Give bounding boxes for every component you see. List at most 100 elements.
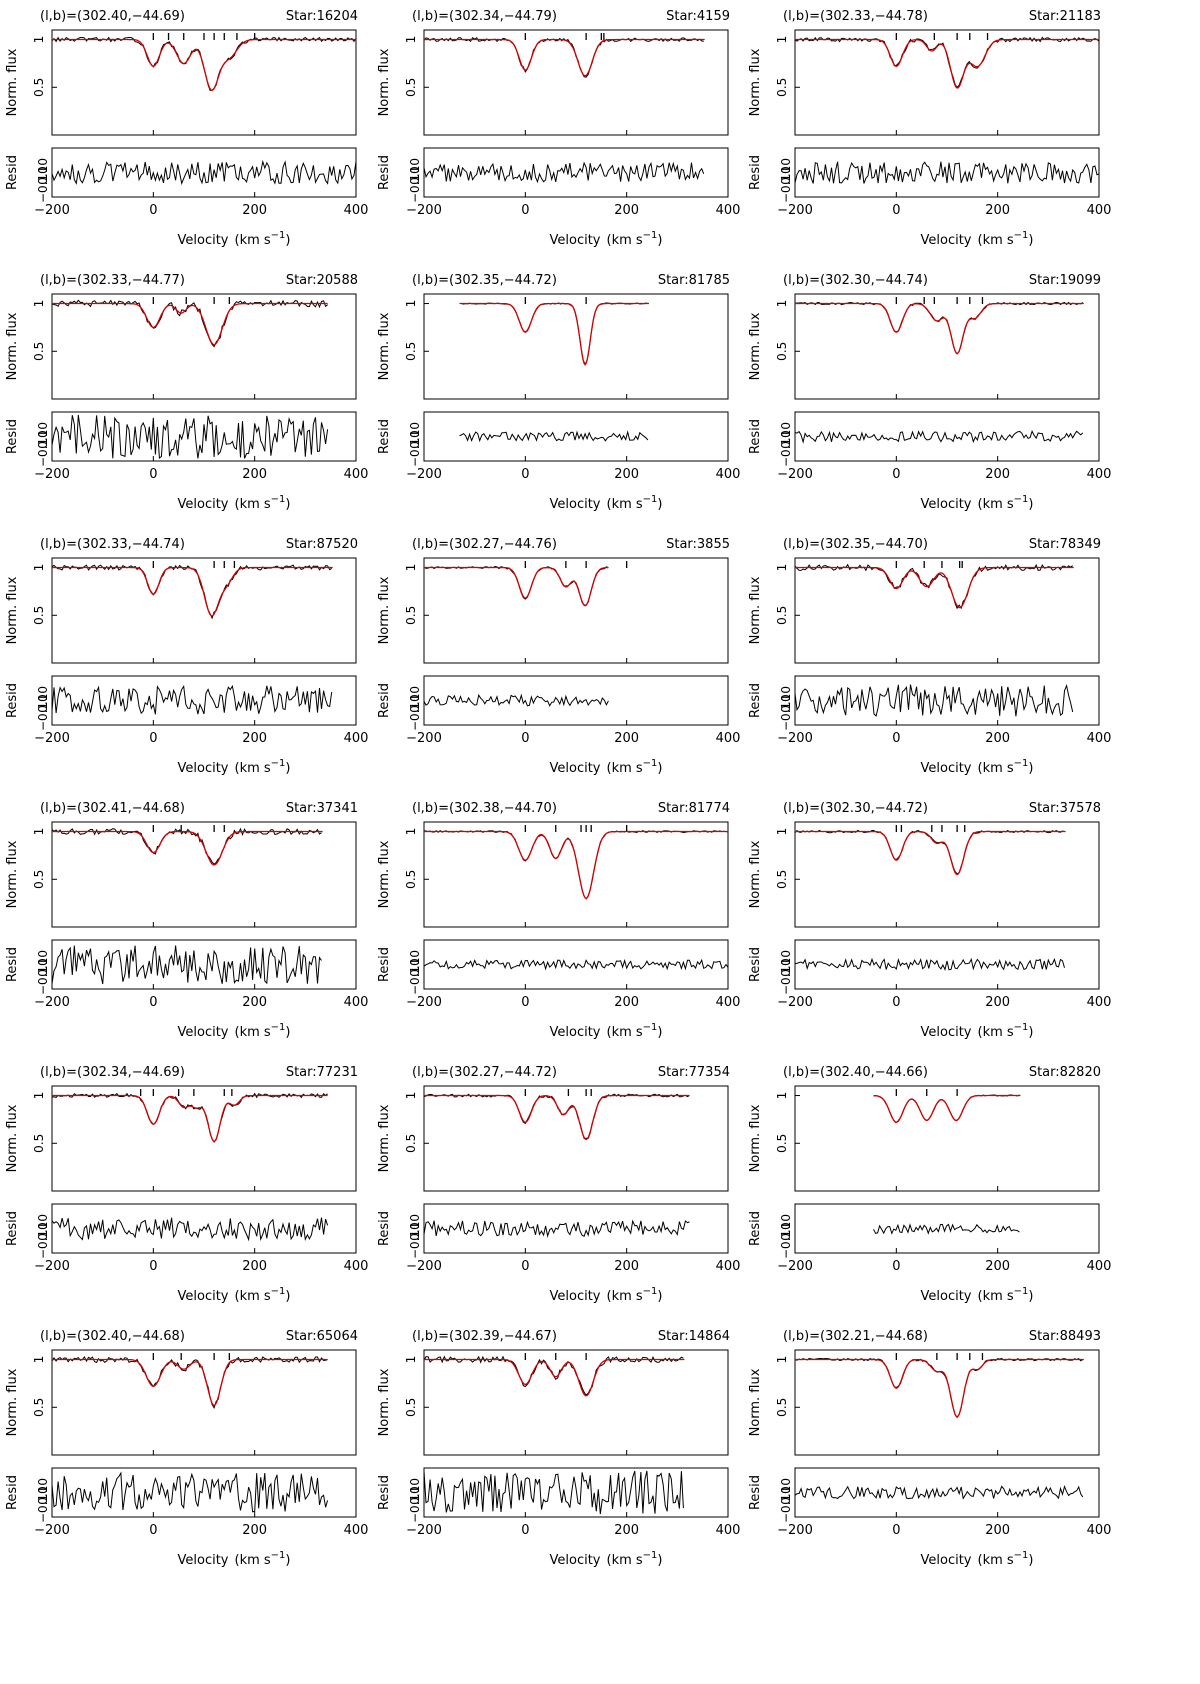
observed-flux-line xyxy=(423,1093,690,1140)
x-tick-label: −200 xyxy=(406,203,442,218)
y-tick-label: 0.10 xyxy=(779,1214,793,1241)
y-tick-label: −0.10 xyxy=(36,958,50,995)
x-axis-title: Velocity (km s−1) xyxy=(921,1286,1034,1304)
resid-axes-box xyxy=(794,411,1100,462)
y-tick-label: 1 xyxy=(32,564,46,572)
y-tick-label: 1 xyxy=(775,1092,789,1100)
star-label: Star:81785 xyxy=(658,273,730,288)
coords-label: (l,b)=(302.40,−44.66) xyxy=(783,1065,928,1080)
x-axis-unit: (km s xyxy=(978,1553,1014,1568)
flux-axes-box xyxy=(51,1085,357,1192)
resid-axes-box xyxy=(51,1203,357,1254)
residual-line xyxy=(423,958,729,971)
y-tick-label: 0.10 xyxy=(36,686,50,713)
residual-line xyxy=(51,945,322,985)
y-tick-label: 0.10 xyxy=(408,686,422,713)
spectrum-panel: (l,b)=(302.34,−44.79) Star:4159 −200 0 200 40… xyxy=(372,0,772,283)
x-tick-label: 0 xyxy=(892,731,900,746)
star-label: Star:37578 xyxy=(1029,801,1101,816)
x-tick-label: 400 xyxy=(344,995,369,1010)
flux-axes-box xyxy=(794,557,1100,664)
x-axis-unit-close: ) xyxy=(285,233,290,248)
resid-axes-box xyxy=(423,675,729,726)
y-tick-label: 1 xyxy=(775,300,789,308)
y-tick-label: 0.10 xyxy=(779,1478,793,1505)
spectrum-panel: (l,b)=(302.35,−44.70) Star:78349 −200 0 200 4… xyxy=(743,528,1143,811)
y-tick-label: 0.5 xyxy=(775,342,789,361)
star-label: Star:88493 xyxy=(1029,1329,1101,1344)
y-tick-label: 0.10 xyxy=(36,1478,50,1505)
y-axis-title: Norm. flux xyxy=(5,1368,20,1436)
x-tick-label: 400 xyxy=(716,731,741,746)
x-axis-label: Velocity xyxy=(921,497,972,512)
flux-axes-box xyxy=(794,1349,1100,1456)
spectrum-chart: (l,b)=(302.35,−44.70) Star:78349 −200 0 200 4… xyxy=(748,537,1111,776)
spectrum-panel: (l,b)=(302.40,−44.69) Star:16204 −200 0 200 4… xyxy=(0,0,400,283)
x-axis-title: Velocity (km s−1) xyxy=(550,230,663,248)
flux-axes-box xyxy=(51,29,357,136)
spectrum-chart: (l,b)=(302.33,−44.77) Star:20588 −200 0 200 4… xyxy=(5,273,368,512)
x-axis-unit-close: ) xyxy=(1028,1553,1033,1568)
x-axis-unit-exponent: −1 xyxy=(1014,1022,1029,1033)
y-tick-label: 0.10 xyxy=(779,422,793,449)
x-tick-label: 0 xyxy=(149,1523,157,1538)
x-axis-title: Velocity (km s−1) xyxy=(550,1286,663,1304)
residual-line xyxy=(51,159,357,186)
spectrum-panel: (l,b)=(302.33,−44.77) Star:20588 −200 0 200 4… xyxy=(0,264,400,547)
spectrum-chart: (l,b)=(302.34,−44.69) Star:77231 −200 0 200 4… xyxy=(5,1065,368,1304)
y-tick-label: 0.5 xyxy=(775,870,789,889)
y-axis-title: Norm. flux xyxy=(748,576,763,644)
x-axis-unit-exponent: −1 xyxy=(271,758,286,769)
x-axis-title: Velocity (km s−1) xyxy=(921,758,1034,776)
observed-flux-line xyxy=(794,301,1084,355)
y-tick-label: 0.5 xyxy=(404,78,418,97)
y-axis-title: Norm. flux xyxy=(377,840,392,908)
resid-axis-title: Resid xyxy=(5,1211,20,1246)
x-axis-unit: (km s xyxy=(607,761,643,776)
y-tick-label: 1 xyxy=(404,1356,418,1364)
x-tick-label: −200 xyxy=(406,467,442,482)
y-tick-label: 0.10 xyxy=(408,158,422,185)
y-tick-label: 1 xyxy=(775,828,789,836)
y-axis-title: Norm. flux xyxy=(377,1104,392,1172)
y-tick-label: 0.10 xyxy=(36,422,50,449)
y-tick-label: −0.10 xyxy=(408,958,422,995)
x-tick-label: 400 xyxy=(1087,467,1112,482)
coords-label: (l,b)=(302.39,−44.67) xyxy=(412,1329,557,1344)
resid-axis-title: Resid xyxy=(748,1211,763,1246)
model-fit-line xyxy=(52,566,333,617)
y-tick-label: −0.10 xyxy=(36,430,50,467)
observed-flux-line xyxy=(459,302,649,366)
x-tick-label: 200 xyxy=(242,467,267,482)
x-tick-label: 400 xyxy=(1087,995,1112,1010)
x-tick-label: −200 xyxy=(34,1259,70,1274)
spectrum-panel: (l,b)=(302.39,−44.67) Star:14864 −200 0 200 4… xyxy=(372,1320,772,1603)
spectrum-chart: (l,b)=(302.30,−44.72) Star:37578 −200 0 200 4… xyxy=(748,801,1112,1040)
x-axis-unit-close: ) xyxy=(657,1025,662,1040)
y-tick-label: 1 xyxy=(404,564,418,572)
coords-label: (l,b)=(302.41,−44.68) xyxy=(40,801,185,816)
x-tick-label: 400 xyxy=(716,1259,741,1274)
resid-axes-box xyxy=(423,411,729,462)
resid-axis-title: Resid xyxy=(377,419,392,454)
spectrum-panel: (l,b)=(302.38,−44.70) Star:81774 −200 0 200 4… xyxy=(372,792,772,1075)
x-axis-unit-exponent: −1 xyxy=(271,1286,286,1297)
y-tick-label: 0.5 xyxy=(775,1398,789,1417)
x-axis-label: Velocity xyxy=(550,1553,601,1568)
resid-axes-box xyxy=(794,147,1100,198)
x-axis-title: Velocity (km s−1) xyxy=(178,1550,291,1568)
resid-axis-title: Resid xyxy=(5,1475,20,1510)
spectrum-chart: (l,b)=(302.40,−44.68) Star:65064 −200 0 200 4… xyxy=(5,1329,368,1568)
observed-flux-line xyxy=(794,1357,1084,1419)
residual-line xyxy=(423,161,705,184)
x-axis-unit-close: ) xyxy=(285,1289,290,1304)
x-axis-label: Velocity xyxy=(921,1289,972,1304)
x-tick-label: −200 xyxy=(34,731,70,746)
x-tick-label: −200 xyxy=(406,995,442,1010)
x-axis-unit-close: ) xyxy=(657,233,662,248)
y-axis-title: Norm. flux xyxy=(748,840,763,908)
model-fit-line xyxy=(795,38,1099,89)
y-tick-label: −0.10 xyxy=(779,166,793,203)
x-axis-unit-exponent: −1 xyxy=(643,230,658,241)
coords-label: (l,b)=(302.40,−44.69) xyxy=(40,9,185,24)
